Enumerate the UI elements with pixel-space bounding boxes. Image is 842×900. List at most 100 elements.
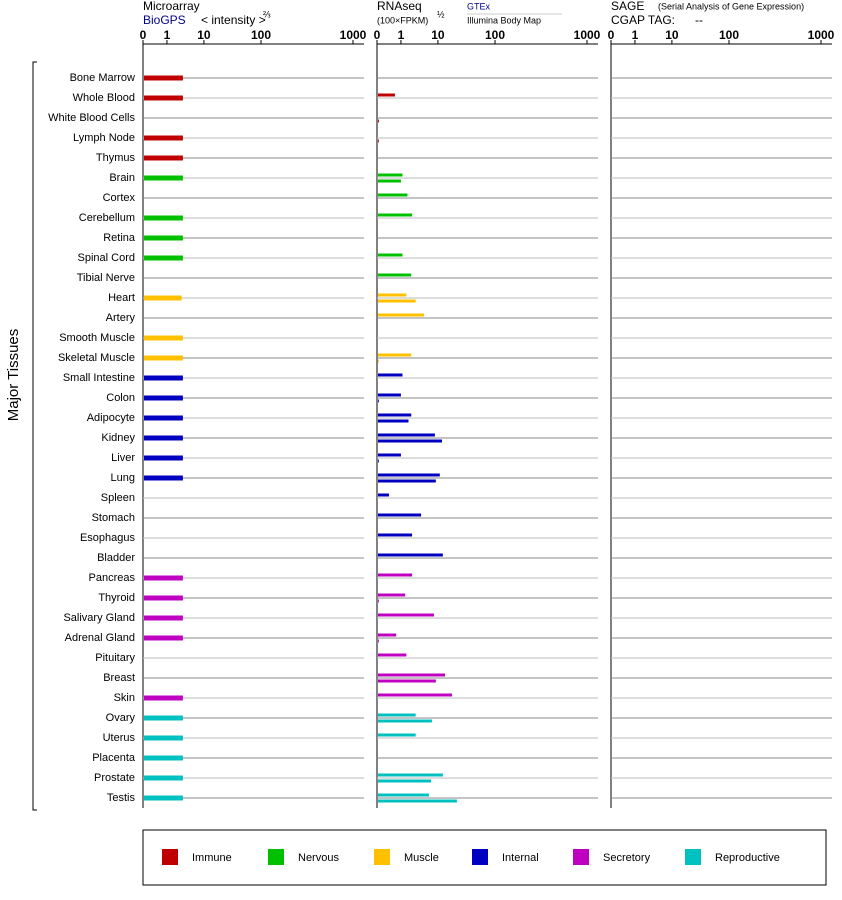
bar xyxy=(378,359,379,363)
bar xyxy=(378,193,408,197)
x-tick-label: 1 xyxy=(632,28,639,42)
bar xyxy=(378,299,416,303)
category-label: Breast xyxy=(103,672,135,684)
category-label: White Blood Cells xyxy=(48,112,135,124)
unit-label: < intensity > xyxy=(201,13,266,27)
x-tick-label: 1 xyxy=(164,28,171,42)
category-label: Skeletal Muscle xyxy=(58,352,135,364)
bar xyxy=(378,573,413,577)
bar xyxy=(378,139,379,143)
y-axis-label: Major Tissues xyxy=(5,329,22,422)
bar xyxy=(144,75,183,81)
category-label: Esophagus xyxy=(80,532,136,544)
category-label: Lung xyxy=(111,472,135,484)
x-tick-label: 1000 xyxy=(574,28,601,42)
x-tick-label: 10 xyxy=(431,28,445,42)
category-label: Ovary xyxy=(106,712,136,724)
group-bracket xyxy=(32,61,37,811)
series-label: Illumina Body Map xyxy=(467,15,541,25)
bar xyxy=(144,795,183,801)
category-label: Spleen xyxy=(101,492,135,504)
bar xyxy=(378,293,407,297)
category-label: Bone Marrow xyxy=(70,72,135,84)
x-tick-label: 0 xyxy=(608,28,615,42)
bar xyxy=(378,633,397,637)
bar xyxy=(378,93,395,97)
panel-title: RNAseq xyxy=(377,0,422,13)
category-label: Pituitary xyxy=(95,652,135,664)
bar xyxy=(144,455,183,461)
unit-exponent: ⅔ xyxy=(263,9,271,19)
legend-label: Reproductive xyxy=(715,852,780,864)
unit-label: (100×FPKM) xyxy=(377,15,428,25)
x-tick-label: 1000 xyxy=(808,28,835,42)
bar xyxy=(378,773,443,777)
bar xyxy=(144,715,183,721)
category-label: Whole Blood xyxy=(73,92,135,104)
category-label: Prostate xyxy=(94,772,135,784)
category-label: Liver xyxy=(111,452,135,464)
bar xyxy=(144,175,183,181)
bar xyxy=(144,155,183,161)
x-tick-label: 100 xyxy=(485,28,505,42)
category-label: Placenta xyxy=(92,752,136,764)
bar xyxy=(144,415,183,421)
bar xyxy=(378,119,379,123)
bar xyxy=(378,513,422,517)
category-label: Cortex xyxy=(103,192,136,204)
bar xyxy=(144,475,183,481)
category-label: Thyroid xyxy=(98,592,135,604)
category-label: Uterus xyxy=(103,732,136,744)
unit-exponent: ½ xyxy=(437,9,445,19)
legend-swatch xyxy=(162,849,178,865)
legend-label: Immune xyxy=(192,852,232,864)
bar xyxy=(144,615,183,621)
legend-label: Internal xyxy=(502,852,539,864)
tag-value: -- xyxy=(695,13,703,27)
bar xyxy=(144,95,183,101)
source-label: BioGPS xyxy=(143,13,186,27)
category-label: Retina xyxy=(103,232,136,244)
unit-label: CGAP TAG: xyxy=(611,13,675,27)
category-label: Adrenal Gland xyxy=(65,632,135,644)
x-tick-label: 0 xyxy=(140,28,147,42)
category-label: Tibial Nerve xyxy=(77,272,135,284)
category-label: Smooth Muscle xyxy=(59,332,135,344)
bar xyxy=(378,613,434,617)
category-label: Lymph Node xyxy=(73,132,135,144)
category-label: Brain xyxy=(109,172,135,184)
x-tick-label: 10 xyxy=(665,28,679,42)
bar xyxy=(378,399,379,403)
bar xyxy=(144,635,183,641)
bar xyxy=(144,135,183,141)
bar xyxy=(378,433,435,437)
bar xyxy=(144,695,183,701)
bar xyxy=(378,673,445,677)
bar xyxy=(144,235,183,241)
category-label: Cerebellum xyxy=(79,212,135,224)
bar xyxy=(144,775,183,781)
legend-swatch xyxy=(268,849,284,865)
bar xyxy=(378,779,431,783)
bar xyxy=(378,679,436,683)
bar xyxy=(378,439,443,443)
category-label: Testis xyxy=(107,792,136,804)
bar xyxy=(144,755,183,761)
x-tick-label: 1000 xyxy=(340,28,367,42)
bar xyxy=(378,533,413,537)
bar xyxy=(378,179,401,183)
bar xyxy=(144,575,183,581)
x-tick-label: 100 xyxy=(719,28,739,42)
bar xyxy=(378,393,401,397)
bar xyxy=(378,493,389,497)
x-tick-label: 1 xyxy=(398,28,405,42)
category-label: Thymus xyxy=(96,152,136,164)
panel-subtitle: (Serial Analysis of Gene Expression) xyxy=(658,1,804,11)
legend-swatch xyxy=(573,849,589,865)
bar xyxy=(144,335,183,341)
bar xyxy=(144,435,183,441)
bar xyxy=(144,395,183,401)
category-label: Kidney xyxy=(101,432,135,444)
bar xyxy=(378,733,416,737)
legend-label: Secretory xyxy=(603,852,651,864)
